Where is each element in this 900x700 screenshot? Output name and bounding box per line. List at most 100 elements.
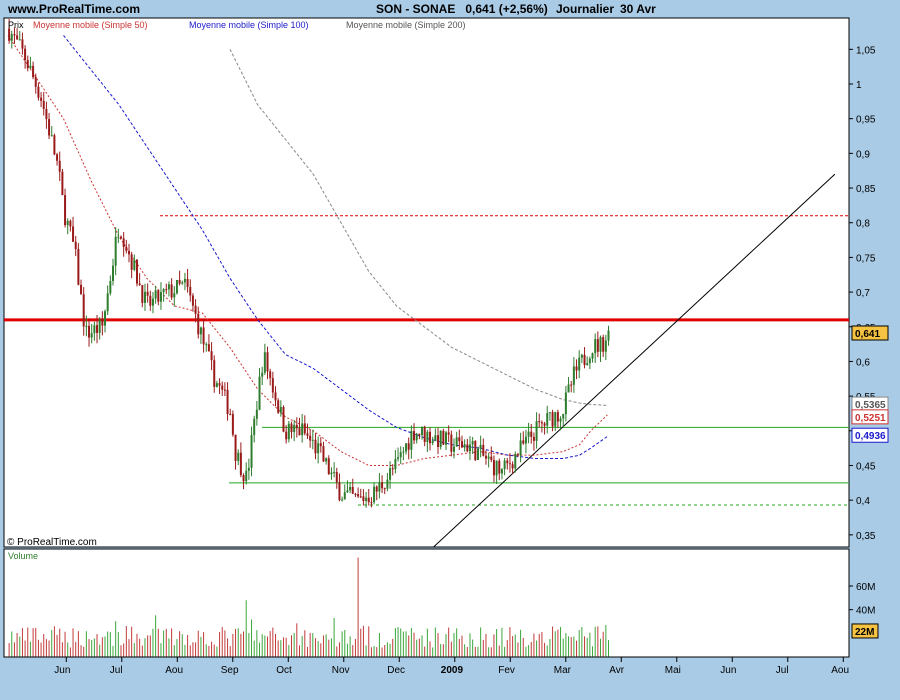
legend-ma100: Moyenne mobile (Simple 100) <box>189 20 309 30</box>
candle-body <box>245 470 248 482</box>
ma50-value-badge-box <box>851 409 889 425</box>
candle-body <box>255 409 258 419</box>
candle-body <box>183 278 186 283</box>
candle-body <box>429 431 432 444</box>
candle-body <box>77 249 80 285</box>
candle-body <box>455 437 458 447</box>
candle-body <box>586 363 589 366</box>
legend-ma200: Moyenne mobile (Simple 200) <box>346 20 466 30</box>
candle-body <box>527 431 530 437</box>
candle-body <box>322 446 325 462</box>
x-tick-label: Oct <box>276 665 292 676</box>
candle-body <box>21 39 24 49</box>
candle-body <box>551 412 554 427</box>
candle-body <box>588 358 591 364</box>
y-tick-label: 0,45 <box>856 461 876 472</box>
candle-body <box>66 220 69 226</box>
candle-body <box>64 195 67 226</box>
candle-body <box>484 455 487 459</box>
candle-body <box>34 77 37 87</box>
candle-body <box>333 472 336 474</box>
candle-body <box>109 281 112 294</box>
candle-body <box>290 423 293 433</box>
candle-body <box>543 423 546 426</box>
candle-body <box>450 434 453 452</box>
candle-body <box>351 486 354 494</box>
candle-body <box>237 452 240 461</box>
candle-body <box>207 344 210 352</box>
candle-body <box>191 295 194 306</box>
candle-body <box>564 392 567 415</box>
site-name: www.ProRealTime.com <box>8 2 141 16</box>
x-tick-label: Fev <box>498 665 515 676</box>
candle-body <box>301 423 304 436</box>
candle-body <box>48 119 51 136</box>
y-tick-label: 0,9 <box>856 149 870 160</box>
candle-body <box>263 352 266 373</box>
candle-body <box>583 354 586 366</box>
candle-body <box>378 482 381 492</box>
candle-body <box>500 469 503 474</box>
candle-body <box>181 282 184 284</box>
candle-body <box>202 327 205 345</box>
y-tick-label: 0,8 <box>856 219 870 230</box>
candle-body <box>439 430 442 448</box>
candle-body <box>173 293 176 298</box>
date-label: 30 Avr <box>620 2 656 16</box>
y-tick-label: 0,35 <box>856 531 876 542</box>
candle-body <box>447 432 450 435</box>
x-tick-label: Jun <box>54 665 70 676</box>
candle-body <box>330 472 333 475</box>
candle-body <box>540 422 543 424</box>
candle-body <box>50 135 53 137</box>
candle-body <box>490 456 493 461</box>
candle-body <box>213 360 216 387</box>
candle-body <box>261 372 264 377</box>
x-tick-label: Aou <box>831 665 849 676</box>
candle-body <box>74 241 77 250</box>
candle-body <box>295 424 298 429</box>
candle-body <box>594 339 597 354</box>
x-tick-label: Nov <box>332 665 350 676</box>
x-tick-label: Mar <box>554 665 572 676</box>
candle-body <box>367 497 370 503</box>
candle-body <box>167 284 170 290</box>
candle-body <box>130 254 133 270</box>
instrument-title: SON - SONAE 0,641 (+2,56%) <box>376 2 548 16</box>
candle-body <box>189 286 192 296</box>
candle-body <box>386 479 389 489</box>
candle-body <box>93 325 96 334</box>
volume-label: Volume <box>8 551 38 561</box>
candle-body <box>474 441 477 461</box>
candle-body <box>487 456 490 459</box>
candle-body <box>354 493 357 495</box>
candle-body <box>98 319 101 333</box>
candle-body <box>274 392 277 401</box>
candle-body <box>112 265 115 282</box>
candle-body <box>554 412 557 427</box>
candle-body <box>218 383 221 386</box>
candle-body <box>58 160 61 172</box>
candle-body <box>421 426 424 436</box>
candle-body <box>303 423 306 434</box>
candle-body <box>194 305 197 314</box>
candle-body <box>271 378 274 393</box>
candle-body <box>104 311 107 326</box>
candle-body <box>423 426 426 442</box>
candle-body <box>591 353 594 359</box>
candle-body <box>101 319 104 326</box>
candle-body <box>413 431 416 441</box>
candle-body <box>471 441 474 445</box>
candle-body <box>508 463 511 465</box>
candle-body <box>82 294 85 327</box>
candle-body <box>479 444 482 449</box>
candle-body <box>503 460 506 470</box>
candle-body <box>234 434 237 461</box>
candle-body <box>373 486 376 503</box>
candle-body <box>514 454 517 469</box>
candle-body <box>463 444 466 448</box>
candle-body <box>319 443 322 447</box>
candle-body <box>40 97 43 101</box>
candle-body <box>341 499 344 501</box>
candle-body <box>253 418 256 436</box>
